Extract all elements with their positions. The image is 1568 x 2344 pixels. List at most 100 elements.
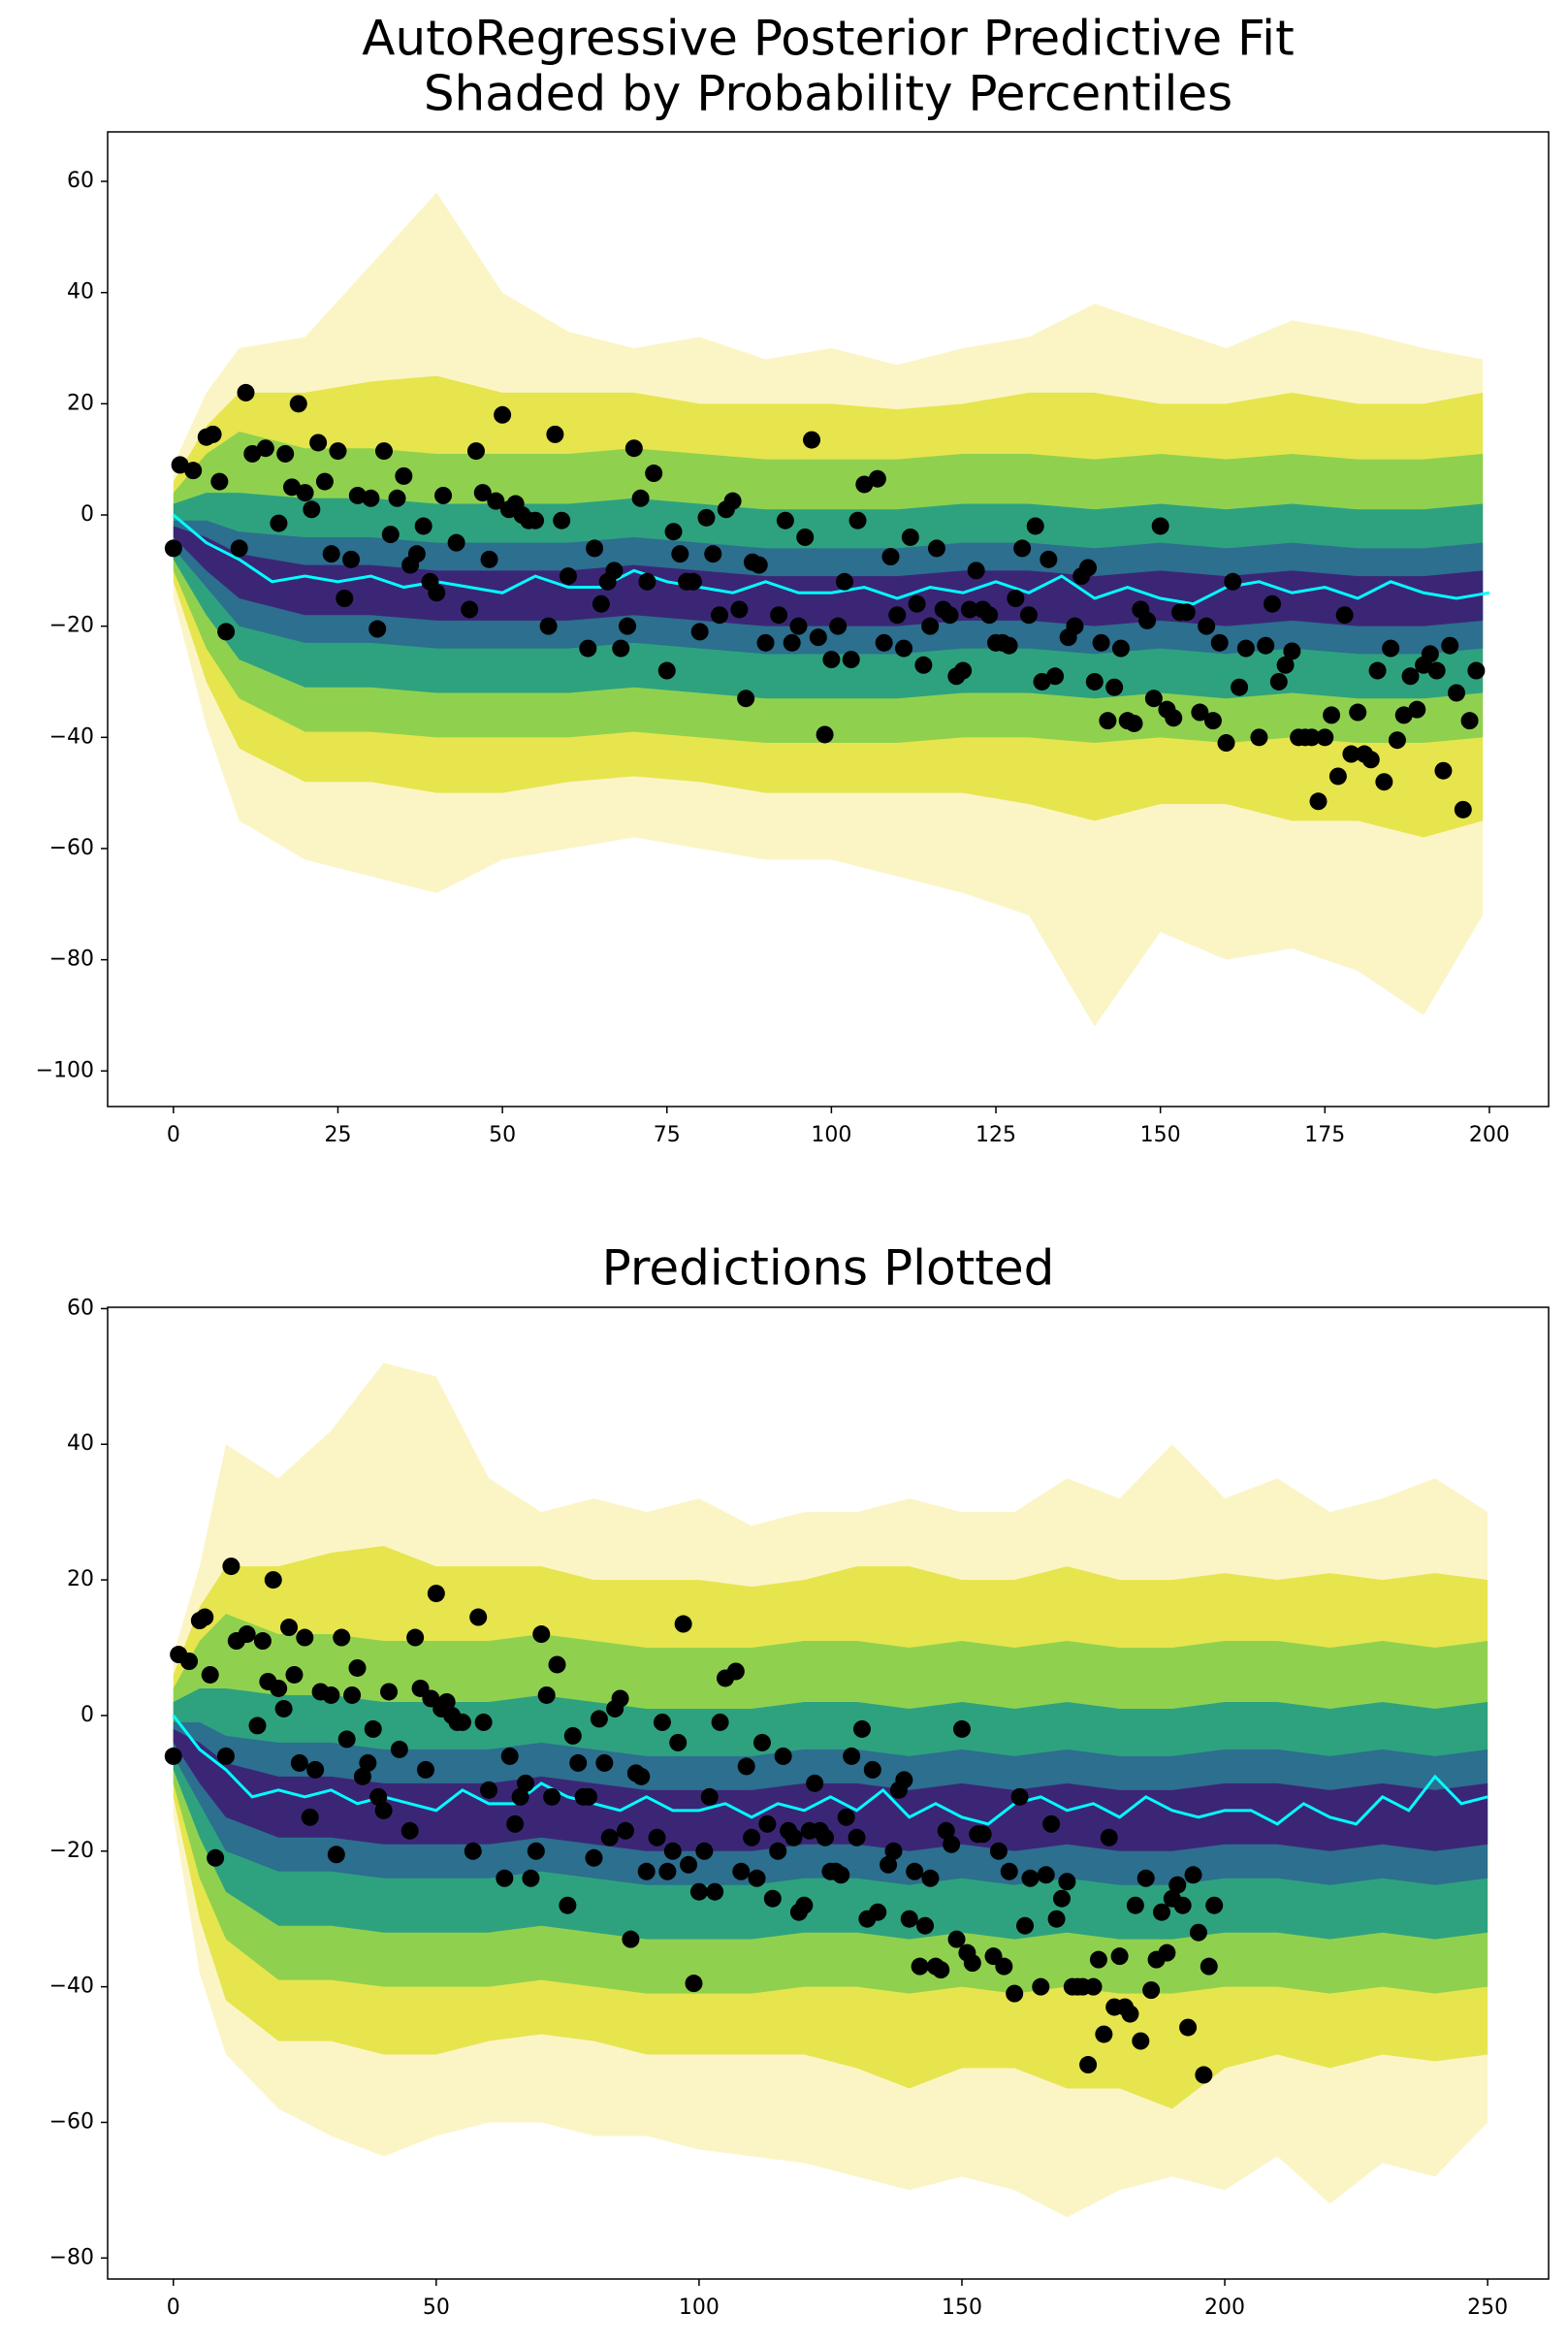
observed-point <box>427 1585 445 1603</box>
observed-point <box>932 1961 950 1979</box>
observed-point <box>337 1730 356 1749</box>
observed-point <box>585 1848 603 1867</box>
observed-point <box>184 462 203 480</box>
observed-point <box>1084 1977 1103 1996</box>
observed-point <box>1046 667 1065 686</box>
observed-point <box>763 1889 782 1908</box>
observed-point <box>301 1808 319 1826</box>
observed-point <box>842 651 860 669</box>
observed-point <box>1000 636 1018 655</box>
observed-point <box>364 1719 382 1738</box>
observed-point <box>474 1713 493 1731</box>
percentile-band <box>173 1728 1488 1851</box>
observed-point <box>1158 1943 1176 1962</box>
observed-point <box>388 489 406 507</box>
x-tick-label: 0 <box>167 2296 180 2320</box>
observed-point <box>1089 1950 1107 1969</box>
observed-point <box>464 1842 482 1860</box>
observed-point <box>1132 2032 1150 2050</box>
observed-point <box>796 528 815 546</box>
observed-point <box>954 661 973 680</box>
observed-point <box>1421 645 1439 663</box>
observed-point <box>605 562 624 580</box>
y-tick-label: 0 <box>80 1703 94 1727</box>
observed-point <box>1092 633 1110 652</box>
observed-point <box>1095 2025 1113 2043</box>
observed-point <box>327 1846 345 1864</box>
observed-point <box>1250 728 1268 747</box>
observed-point <box>315 472 334 491</box>
observed-point <box>290 1753 308 1772</box>
observed-point <box>756 633 775 652</box>
observed-point <box>822 651 841 669</box>
observed-point <box>1217 734 1235 753</box>
observed-point <box>1203 712 1222 730</box>
observed-point <box>784 1828 803 1846</box>
observed-point <box>1177 603 1196 622</box>
observed-point <box>743 1828 761 1846</box>
observed-point <box>1467 661 1486 680</box>
observed-point <box>674 1615 692 1633</box>
observed-point <box>414 517 432 535</box>
observed-point <box>1342 745 1360 763</box>
observed-point <box>837 1808 855 1826</box>
observed-point <box>789 617 808 635</box>
observed-point <box>974 1825 992 1844</box>
observed-point <box>1138 611 1157 629</box>
observed-point <box>638 572 656 591</box>
observed-point <box>653 1713 671 1731</box>
observed-point <box>914 656 933 674</box>
observed-point <box>342 550 361 568</box>
observed-point <box>880 1855 898 1874</box>
observed-point <box>546 425 564 443</box>
observed-point <box>888 606 907 625</box>
observed-point <box>1136 1869 1155 1887</box>
observed-point <box>1283 642 1301 660</box>
observed-point <box>748 1869 766 1887</box>
y-tick-label: −40 <box>49 724 94 749</box>
observed-point <box>774 1747 792 1765</box>
observed-point <box>963 1954 981 1973</box>
observed-point <box>253 1632 272 1651</box>
observed-point <box>461 600 479 619</box>
observed-point <box>1110 1947 1129 1966</box>
observed-point <box>1047 1910 1066 1928</box>
observed-point <box>516 1774 534 1792</box>
observed-point <box>527 511 545 530</box>
observed-point <box>407 545 426 563</box>
observed-point <box>1121 2005 1139 2023</box>
observed-point <box>270 1679 288 1697</box>
observed-point <box>752 1733 771 1751</box>
plot-area <box>164 192 1490 1027</box>
x-tick-label: 175 <box>1304 1123 1345 1147</box>
observed-point <box>637 1862 656 1880</box>
observed-point <box>276 444 295 463</box>
observed-point <box>487 492 505 510</box>
observed-point <box>406 1628 425 1647</box>
observed-point <box>336 590 354 608</box>
observed-point <box>1066 617 1084 635</box>
observed-point <box>237 383 255 401</box>
observed-point <box>1111 639 1130 658</box>
observed-point <box>937 1821 955 1840</box>
observed-point <box>543 1787 561 1806</box>
observed-point <box>1335 606 1354 625</box>
observed-point <box>611 1689 629 1708</box>
observed-point <box>906 1862 924 1880</box>
y-tick-label: −100 <box>36 1058 94 1082</box>
observed-point <box>230 539 248 558</box>
observed-point <box>164 1747 182 1765</box>
observed-point <box>201 1665 219 1684</box>
observed-point <box>663 1842 682 1860</box>
observed-point <box>563 1726 582 1745</box>
observed-point <box>1454 800 1472 819</box>
observed-point <box>776 511 794 530</box>
observed-point <box>473 484 492 502</box>
observed-point <box>1033 672 1051 690</box>
observed-point <box>306 1760 325 1779</box>
observed-point <box>900 1910 918 1928</box>
observed-point <box>1085 672 1104 690</box>
observed-point <box>1434 761 1453 780</box>
observed-point <box>664 523 683 541</box>
observed-point <box>1040 550 1058 568</box>
